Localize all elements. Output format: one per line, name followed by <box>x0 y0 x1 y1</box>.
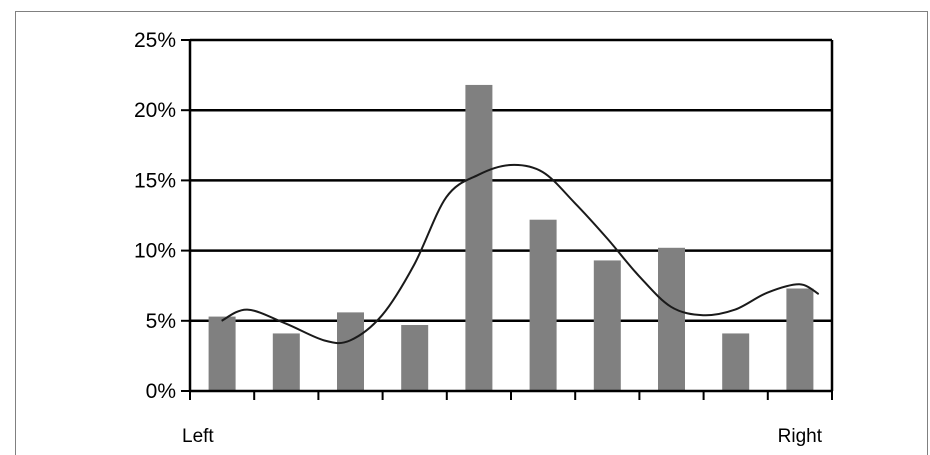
bar-6 <box>529 219 557 391</box>
y-tick-label: 25% <box>134 29 176 52</box>
axes <box>181 39 834 400</box>
y-tick-label: 15% <box>134 169 176 192</box>
bar-9 <box>722 333 750 391</box>
bar-2 <box>272 333 300 391</box>
x-end-label-right: Right <box>778 426 823 447</box>
trend-curve <box>221 163 820 345</box>
y-tick-label: 20% <box>134 99 176 122</box>
bar-1 <box>208 316 236 391</box>
bar-3 <box>337 312 364 391</box>
y-tick-label: 10% <box>134 240 176 263</box>
bar-8 <box>658 247 685 391</box>
bar-10 <box>786 288 814 391</box>
y-tick-label: 0% <box>146 380 176 403</box>
gridlines <box>190 38 832 323</box>
bar-5 <box>465 84 493 391</box>
x-end-label-left: Left <box>182 426 214 447</box>
axis-labels: 0% 5% 10% 15% 20% 25% Left Right <box>134 29 823 447</box>
y-tick-label: 5% <box>146 310 176 333</box>
trend-curve-layer <box>221 163 820 345</box>
bar-7 <box>593 260 621 391</box>
bars <box>208 84 814 391</box>
chart-frame <box>15 11 928 455</box>
bar-4 <box>401 325 429 391</box>
